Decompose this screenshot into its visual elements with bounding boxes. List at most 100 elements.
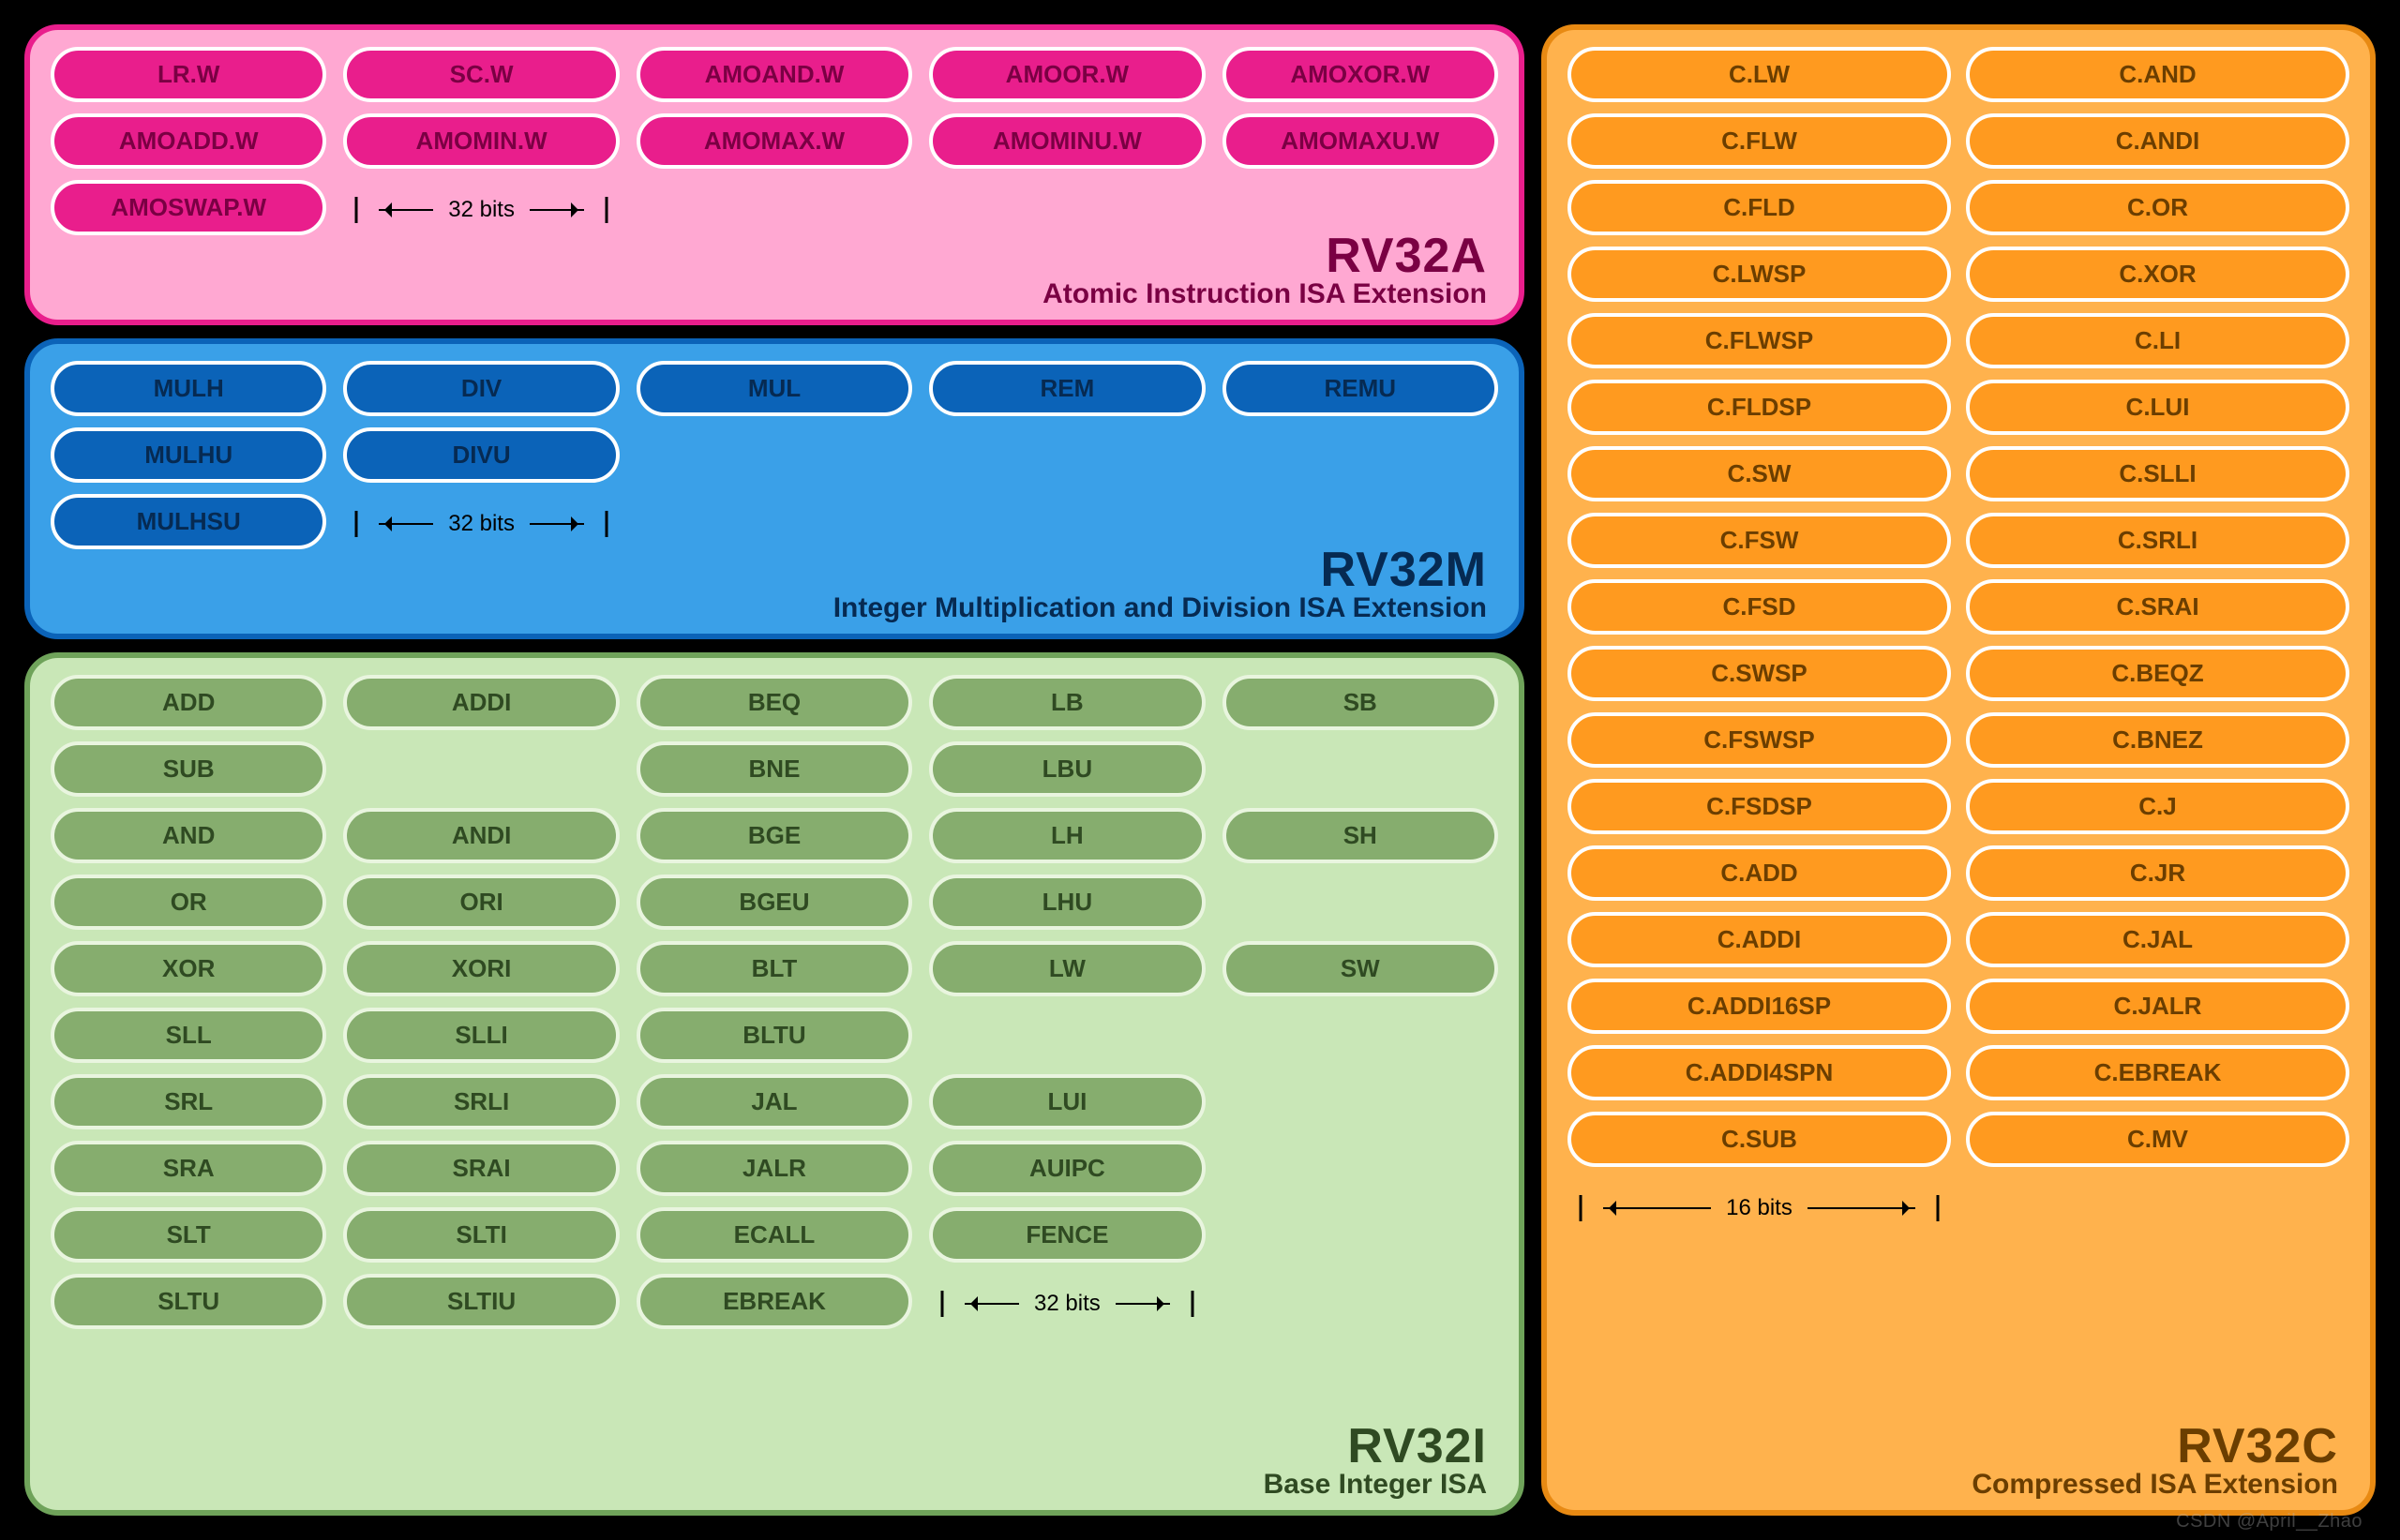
panel-title-rv32m: RV32M Integer Multiplication and Divisio… — [833, 546, 1487, 624]
instruction-pill: AUIPC — [929, 1141, 1205, 1196]
instruction-pill: LHU — [929, 875, 1205, 930]
instruction-pill: ORI — [343, 875, 619, 930]
instruction-pill: C.FSWSP — [1568, 712, 1951, 768]
panel-subtitle: Base Integer ISA — [1264, 1469, 1487, 1501]
instruction-pill: AMOXOR.W — [1222, 47, 1498, 102]
instruction-pill: LUI — [929, 1074, 1205, 1129]
panel-code: RV32I — [1264, 1422, 1487, 1471]
instruction-pill: C.LW — [1568, 47, 1951, 102]
panel-subtitle: Atomic Instruction ISA Extension — [1042, 278, 1487, 310]
instruction-pill: C.ADDI — [1568, 912, 1951, 967]
instruction-pill: C.FSD — [1568, 579, 1951, 635]
instruction-pill: C.BNEZ — [1966, 712, 2349, 768]
watermark: CSDN @April__Zhao — [2176, 1511, 2362, 1533]
right-column: C.LW C.AND C.FLW C.ANDI C.FLD C.OR C.LWSP C.XOR… — [1541, 24, 2376, 1516]
grid-rv32m: MULHDIVMULREMREMUMULHUDIVU...MULHSU32 bi… — [51, 361, 1498, 549]
instruction-pill: C.SW — [1568, 446, 1951, 501]
instruction-pill: BEQ — [637, 675, 912, 730]
instruction-pill: FENCE — [929, 1207, 1205, 1263]
panel-code: RV32C — [1972, 1422, 2338, 1471]
width-indicator: 32 bits — [929, 1274, 1205, 1329]
instruction-pill: C.FLWSP — [1568, 313, 1951, 368]
grid-rv32a: LR.WSC.WAMOAND.WAMOOR.WAMOXOR.WAMOADD.WA… — [51, 47, 1498, 235]
instruction-pill: SW — [1222, 941, 1498, 996]
instruction-pill: XORI — [343, 941, 619, 996]
instruction-pill: MULHU — [51, 427, 326, 483]
instruction-pill: LH — [929, 808, 1205, 863]
instruction-pill: LBU — [929, 741, 1205, 797]
panel-subtitle: Compressed ISA Extension — [1972, 1469, 2338, 1501]
panel-rv32i: ADDADDIBEQLBSBSUB.BNELBU.ANDANDIBGELHSHO… — [24, 652, 1524, 1516]
width-indicator: 32 bits — [343, 494, 619, 549]
diagram-canvas: LR.WSC.WAMOAND.WAMOOR.WAMOXOR.WAMOADD.WA… — [0, 0, 2400, 1540]
instruction-pill: C.SWSP — [1568, 646, 1951, 701]
instruction-pill: C.ADD — [1568, 845, 1951, 901]
instruction-pill: C.ADDI16SP — [1568, 979, 1951, 1034]
instruction-pill: AND — [51, 808, 326, 863]
instruction-pill: OR — [51, 875, 326, 930]
panel-code: RV32A — [1042, 232, 1487, 280]
instruction-pill: C.JALR — [1966, 979, 2349, 1034]
instruction-pill: C.LWSP — [1568, 247, 1951, 302]
instruction-pill: C.SUB — [1568, 1112, 1951, 1167]
instruction-pill: SRA — [51, 1141, 326, 1196]
instruction-pill: AMOAND.W — [637, 47, 912, 102]
instruction-pill: LB — [929, 675, 1205, 730]
panel-title-rv32a: RV32A Atomic Instruction ISA Extension — [1042, 232, 1487, 310]
instruction-pill: XOR — [51, 941, 326, 996]
instruction-pill: AMOMAX.W — [637, 113, 912, 169]
instruction-pill: AMOOR.W — [929, 47, 1205, 102]
instruction-pill: DIV — [343, 361, 619, 416]
instruction-pill: ANDI — [343, 808, 619, 863]
instruction-pill: SC.W — [343, 47, 619, 102]
instruction-pill: AMOMIN.W — [343, 113, 619, 169]
instruction-pill: MULH — [51, 361, 326, 416]
panel-code: RV32M — [833, 546, 1487, 594]
instruction-pill: C.FLW — [1568, 113, 1951, 169]
instruction-pill: EBREAK — [637, 1274, 912, 1329]
instruction-pill: SLL — [51, 1008, 326, 1063]
instruction-pill: C.AND — [1966, 47, 2349, 102]
left-column: LR.WSC.WAMOAND.WAMOOR.WAMOXOR.WAMOADD.WA… — [24, 24, 1524, 1516]
instruction-pill: MUL — [637, 361, 912, 416]
instruction-pill: AMOMINU.W — [929, 113, 1205, 169]
panel-subtitle: Integer Multiplication and Division ISA … — [833, 592, 1487, 624]
instruction-pill: SLT — [51, 1207, 326, 1263]
instruction-pill: C.JR — [1966, 845, 2349, 901]
instruction-pill: MULHSU — [51, 494, 326, 549]
instruction-pill: SB — [1222, 675, 1498, 730]
instruction-pill: BGEU — [637, 875, 912, 930]
instruction-pill: C.BEQZ — [1966, 646, 2349, 701]
instruction-pill: SLTIU — [343, 1274, 619, 1329]
instruction-pill: LR.W — [51, 47, 326, 102]
instruction-pill: C.LUI — [1966, 380, 2349, 435]
instruction-pill: C.ADDI4SPN — [1568, 1045, 1951, 1100]
instruction-pill: C.OR — [1966, 180, 2349, 235]
grid-rv32c: C.LW C.AND C.FLW C.ANDI C.FLD C.OR C.LWSP C.XOR… — [1568, 47, 2349, 1233]
instruction-pill: C.XOR — [1966, 247, 2349, 302]
instruction-pill: SH — [1222, 808, 1498, 863]
instruction-pill: BLT — [637, 941, 912, 996]
instruction-pill: C.ANDI — [1966, 113, 2349, 169]
instruction-pill: C.LI — [1966, 313, 2349, 368]
instruction-pill: SLTI — [343, 1207, 619, 1263]
instruction-pill: BNE — [637, 741, 912, 797]
instruction-pill: C.FSDSP — [1568, 779, 1951, 834]
instruction-pill: SLTU — [51, 1274, 326, 1329]
instruction-pill: AMOMAXU.W — [1222, 113, 1498, 169]
instruction-pill: C.SRLI — [1966, 513, 2349, 568]
instruction-pill: REMU — [1222, 361, 1498, 416]
instruction-pill: C.FLD — [1568, 180, 1951, 235]
panel-rv32c: C.LW C.AND C.FLW C.ANDI C.FLD C.OR C.LWSP C.XOR… — [1541, 24, 2376, 1516]
width-indicator: 32 bits — [343, 180, 619, 235]
grid-rv32i: ADDADDIBEQLBSBSUB.BNELBU.ANDANDIBGELHSHO… — [51, 675, 1498, 1329]
instruction-pill: SLLI — [343, 1008, 619, 1063]
instruction-pill: C.FLDSP — [1568, 380, 1951, 435]
instruction-pill: SRL — [51, 1074, 326, 1129]
instruction-pill: C.JAL — [1966, 912, 2349, 967]
instruction-pill: C.SLLI — [1966, 446, 2349, 501]
instruction-pill: C.EBREAK — [1966, 1045, 2349, 1100]
instruction-pill: C.SRAI — [1966, 579, 2349, 635]
instruction-pill: BLTU — [637, 1008, 912, 1063]
panel-title-rv32i: RV32I Base Integer ISA — [1264, 1422, 1487, 1501]
